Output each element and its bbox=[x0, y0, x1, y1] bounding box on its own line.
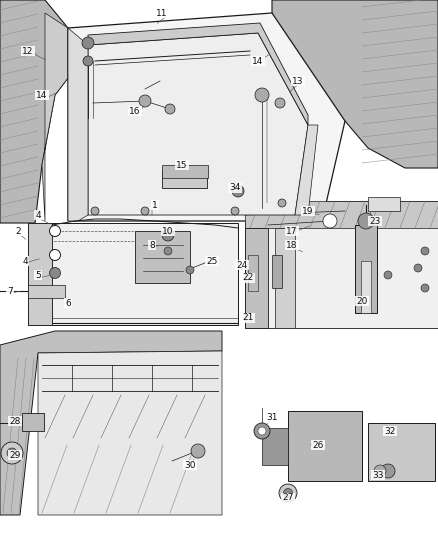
Polygon shape bbox=[272, 255, 282, 288]
Polygon shape bbox=[68, 13, 345, 221]
Text: 33: 33 bbox=[372, 471, 384, 480]
Circle shape bbox=[83, 56, 93, 66]
Polygon shape bbox=[275, 228, 295, 328]
Polygon shape bbox=[0, 331, 222, 515]
Text: 32: 32 bbox=[384, 426, 396, 435]
Polygon shape bbox=[272, 0, 438, 168]
Circle shape bbox=[82, 37, 94, 49]
Polygon shape bbox=[42, 13, 68, 221]
Text: 34: 34 bbox=[230, 183, 241, 192]
Circle shape bbox=[278, 199, 286, 207]
Polygon shape bbox=[88, 23, 308, 125]
Text: 28: 28 bbox=[9, 416, 21, 425]
Polygon shape bbox=[28, 285, 65, 298]
Circle shape bbox=[231, 207, 239, 215]
Text: 22: 22 bbox=[242, 273, 254, 282]
Circle shape bbox=[254, 423, 270, 439]
Circle shape bbox=[165, 104, 175, 114]
Polygon shape bbox=[262, 428, 288, 465]
Text: 10: 10 bbox=[162, 227, 174, 236]
Text: 19: 19 bbox=[302, 206, 314, 215]
Circle shape bbox=[49, 249, 60, 261]
Polygon shape bbox=[288, 411, 362, 481]
Circle shape bbox=[141, 207, 149, 215]
Polygon shape bbox=[135, 231, 190, 283]
Text: 30: 30 bbox=[184, 461, 196, 470]
Text: 7: 7 bbox=[7, 287, 13, 295]
Text: 4: 4 bbox=[22, 256, 28, 265]
Text: 20: 20 bbox=[356, 296, 367, 305]
Text: 11: 11 bbox=[156, 9, 168, 18]
Text: 1: 1 bbox=[152, 200, 158, 209]
Text: 14: 14 bbox=[252, 56, 264, 66]
Circle shape bbox=[49, 225, 60, 237]
Text: 17: 17 bbox=[286, 227, 298, 236]
Text: 26: 26 bbox=[312, 440, 324, 449]
Text: 2: 2 bbox=[15, 227, 21, 236]
Circle shape bbox=[91, 207, 99, 215]
Bar bbox=[150, 243, 172, 261]
Polygon shape bbox=[245, 228, 268, 328]
Circle shape bbox=[358, 213, 374, 229]
Polygon shape bbox=[368, 423, 435, 481]
Circle shape bbox=[374, 465, 386, 477]
Text: 29: 29 bbox=[9, 450, 21, 459]
Text: 13: 13 bbox=[292, 77, 304, 85]
Text: 27: 27 bbox=[283, 494, 294, 503]
Circle shape bbox=[162, 229, 174, 241]
Text: 4: 4 bbox=[35, 211, 41, 220]
Circle shape bbox=[186, 266, 194, 274]
Text: 5: 5 bbox=[35, 271, 41, 279]
Circle shape bbox=[258, 427, 266, 435]
Circle shape bbox=[283, 489, 293, 497]
Text: 15: 15 bbox=[176, 160, 188, 169]
Text: 8: 8 bbox=[149, 240, 155, 249]
Circle shape bbox=[164, 247, 172, 255]
Circle shape bbox=[7, 448, 17, 458]
Polygon shape bbox=[355, 225, 377, 313]
Polygon shape bbox=[361, 261, 371, 313]
Text: 18: 18 bbox=[286, 240, 298, 249]
Circle shape bbox=[275, 98, 285, 108]
Circle shape bbox=[323, 214, 337, 228]
Polygon shape bbox=[162, 170, 207, 188]
Circle shape bbox=[381, 464, 395, 478]
Circle shape bbox=[421, 284, 429, 292]
Polygon shape bbox=[28, 223, 52, 325]
Circle shape bbox=[414, 264, 422, 272]
Polygon shape bbox=[88, 33, 308, 215]
Polygon shape bbox=[68, 28, 88, 221]
Circle shape bbox=[421, 247, 429, 255]
Text: 31: 31 bbox=[266, 414, 278, 423]
Text: 23: 23 bbox=[369, 216, 381, 225]
Text: 16: 16 bbox=[129, 107, 141, 116]
Circle shape bbox=[49, 268, 60, 279]
Circle shape bbox=[232, 185, 244, 197]
Text: 12: 12 bbox=[22, 46, 34, 55]
Circle shape bbox=[279, 484, 297, 502]
Text: 21: 21 bbox=[242, 313, 254, 322]
Text: 14: 14 bbox=[36, 91, 48, 100]
Circle shape bbox=[384, 271, 392, 279]
Circle shape bbox=[1, 442, 23, 464]
Polygon shape bbox=[248, 255, 258, 291]
Polygon shape bbox=[0, 0, 68, 223]
Text: 6: 6 bbox=[65, 298, 71, 308]
Bar bbox=[368, 197, 400, 211]
Circle shape bbox=[139, 95, 151, 107]
Polygon shape bbox=[245, 201, 438, 228]
Polygon shape bbox=[245, 201, 438, 328]
Circle shape bbox=[191, 444, 205, 458]
Text: 24: 24 bbox=[237, 261, 247, 270]
Circle shape bbox=[255, 88, 269, 102]
Text: 25: 25 bbox=[206, 256, 218, 265]
Polygon shape bbox=[38, 351, 222, 515]
Bar bbox=[22, 413, 44, 431]
Polygon shape bbox=[28, 223, 238, 325]
Polygon shape bbox=[295, 125, 318, 215]
Polygon shape bbox=[162, 165, 208, 178]
